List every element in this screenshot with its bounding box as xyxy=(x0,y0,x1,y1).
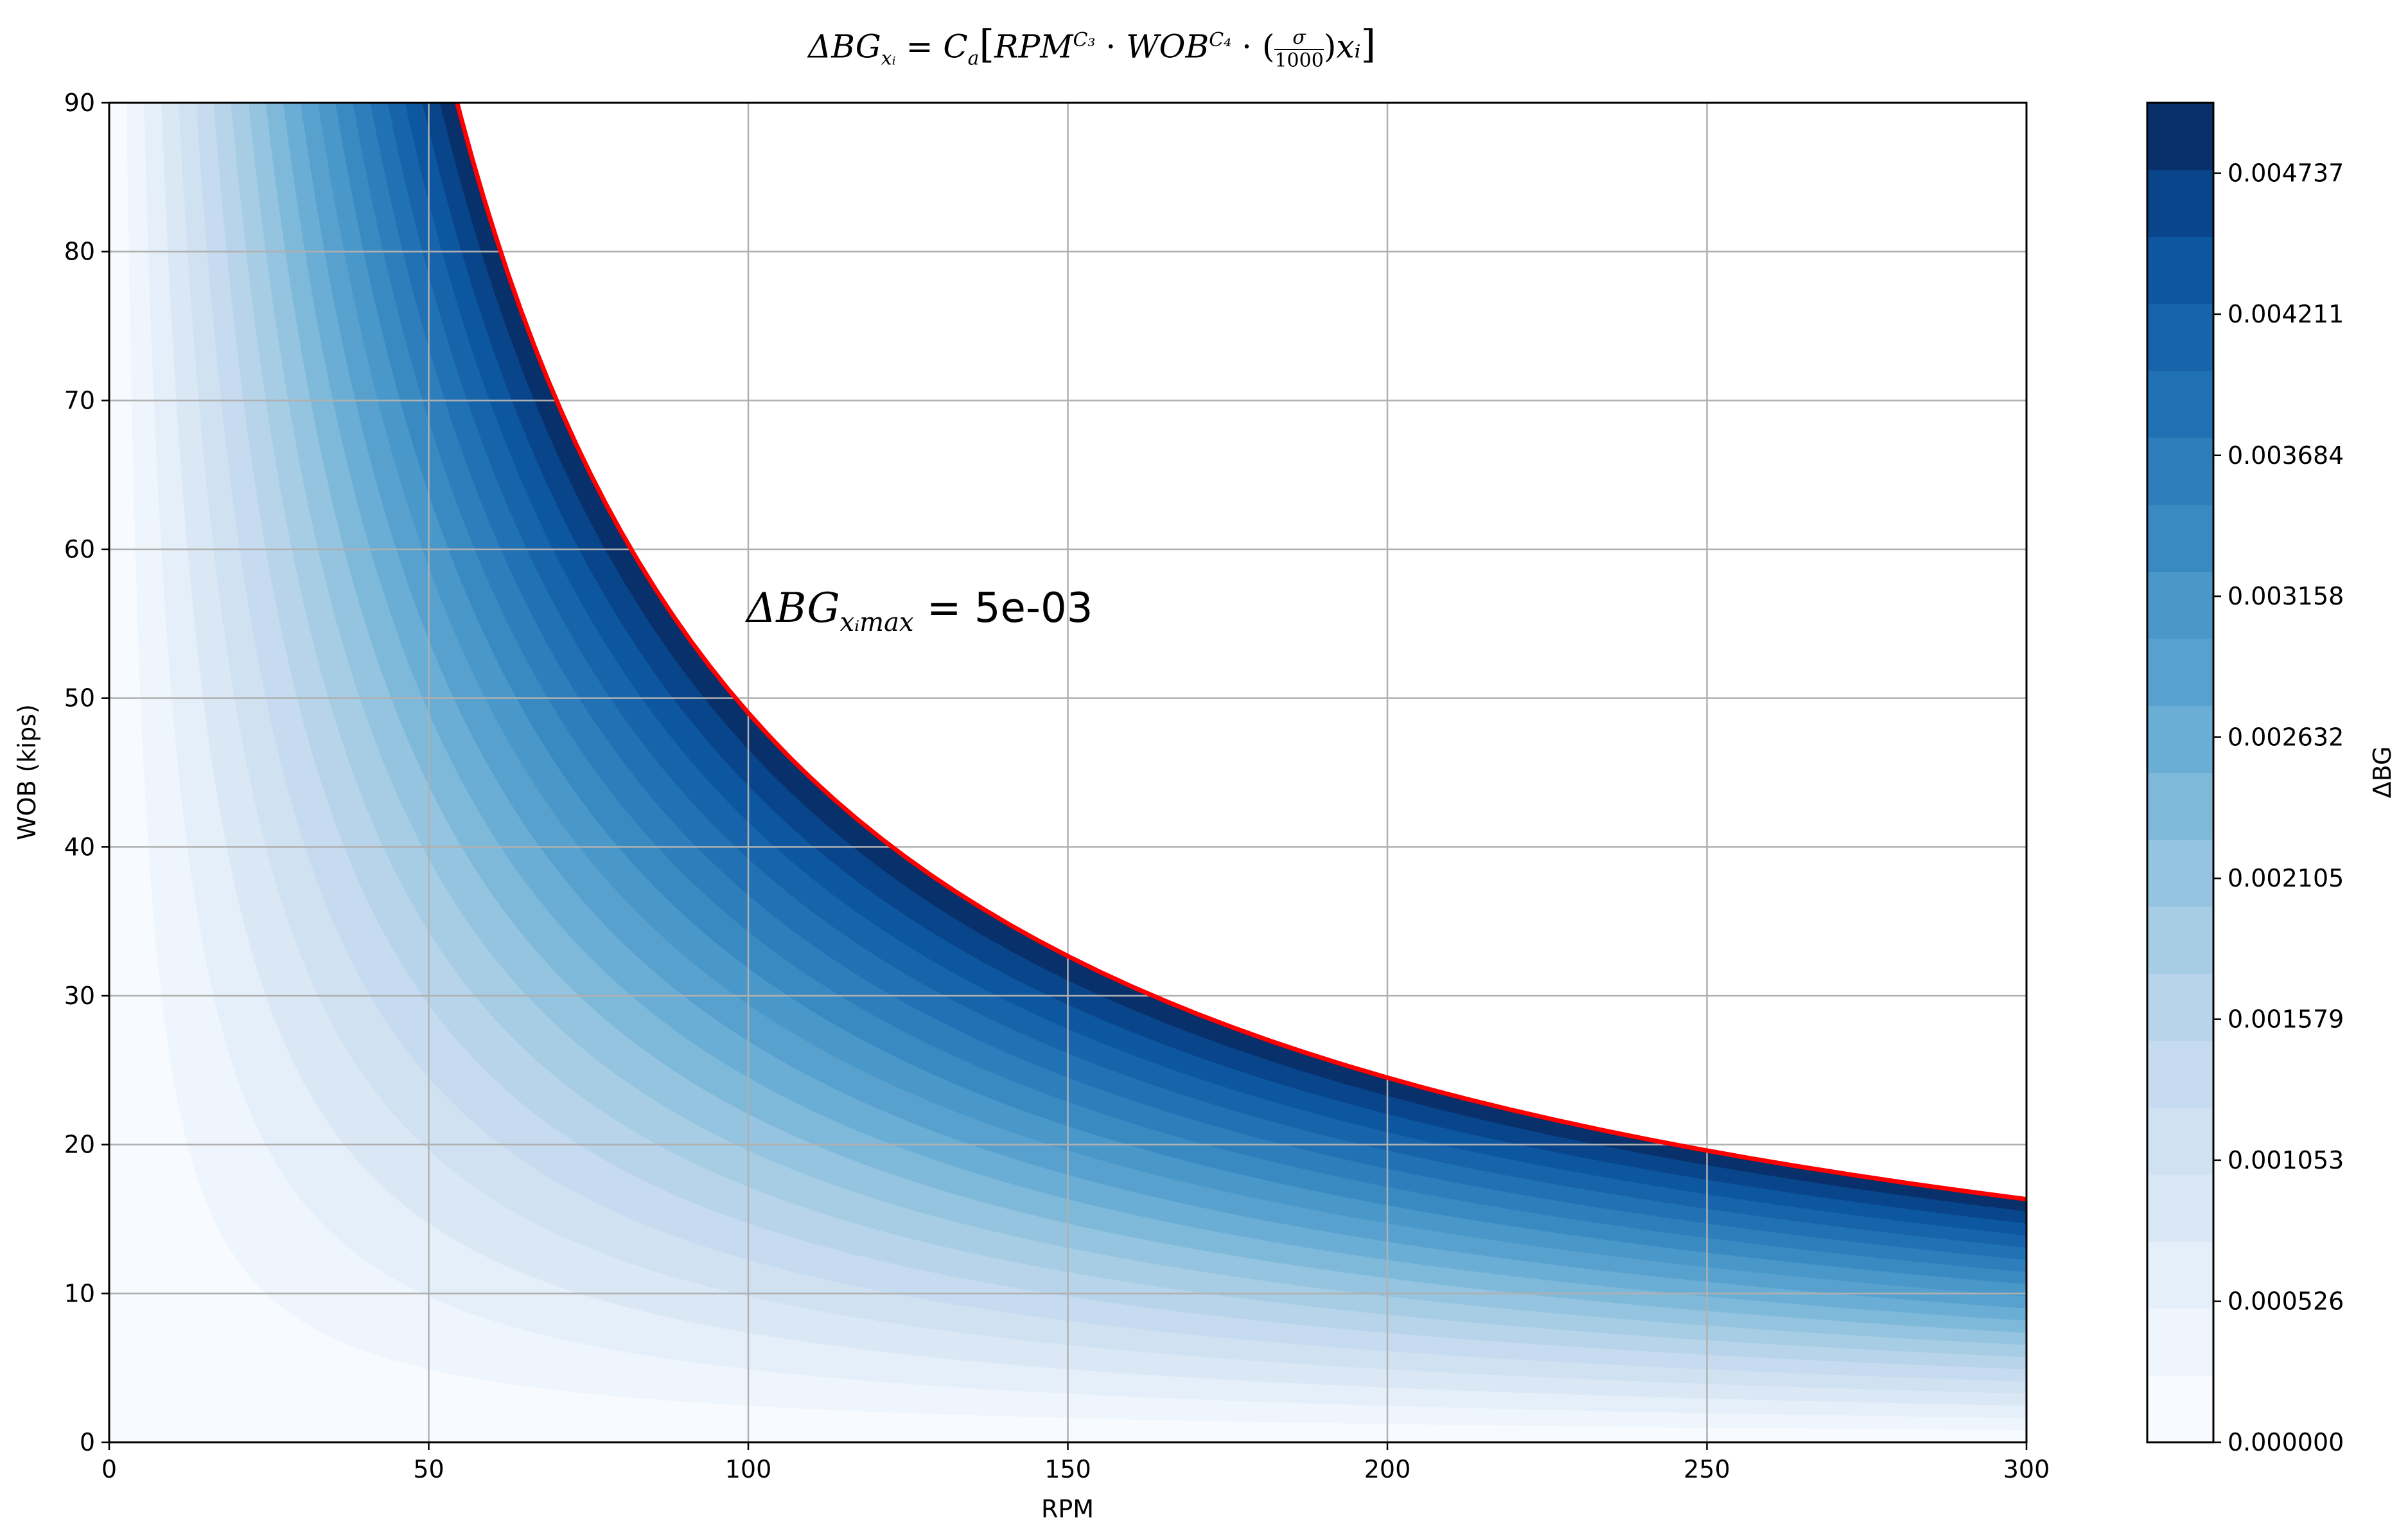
colorbar-tick-label: 0.000000 xyxy=(2228,1428,2344,1456)
max-annotation: ΔBGxᵢmax = 5e-03 xyxy=(744,585,1093,637)
colorbar-tick-label: 0.002632 xyxy=(2228,723,2344,751)
colorbar-band xyxy=(2147,236,2213,305)
colorbar-band xyxy=(2147,772,2213,840)
colorbar-band xyxy=(2147,1107,2213,1175)
colorbar-band xyxy=(2147,1308,2213,1376)
colorbar-tick-label: 0.004737 xyxy=(2228,159,2344,188)
y-tick-label: 60 xyxy=(64,535,95,563)
colorbar-band xyxy=(2147,103,2213,170)
y-tick-label: 30 xyxy=(64,982,95,1010)
colorbar-band xyxy=(2147,438,2213,505)
x-tick-label: 50 xyxy=(413,1455,444,1483)
x-tick-label: 200 xyxy=(1364,1455,1411,1483)
colorbar-tick-label: 0.003158 xyxy=(2228,582,2344,610)
colorbar-band xyxy=(2147,973,2213,1041)
colorbar-label: ΔBG xyxy=(2368,747,2396,799)
colorbar-band xyxy=(2147,1241,2213,1309)
colorbar-tick-label: 0.003684 xyxy=(2228,441,2344,470)
colorbar-band xyxy=(2147,705,2213,773)
colorbar-band xyxy=(2147,571,2213,639)
x-tick-label: 150 xyxy=(1044,1455,1091,1483)
colorbar-tick-label: 0.000526 xyxy=(2228,1287,2344,1316)
y-tick-label: 0 xyxy=(80,1428,95,1456)
colorbar-band xyxy=(2147,1375,2213,1443)
y-tick-label: 80 xyxy=(64,238,95,266)
y-tick-label: 20 xyxy=(64,1131,95,1159)
colorbar-tick-label: 0.001053 xyxy=(2228,1146,2344,1174)
colorbar-tick-label: 0.002105 xyxy=(2228,864,2344,892)
contour-band xyxy=(109,103,2026,1442)
y-tick-label: 70 xyxy=(64,386,95,414)
colorbar-ticks: 0.000000 0.000526 0.001053 0.001579 0.002105… xyxy=(2213,159,2344,1456)
x-tick-label: 100 xyxy=(725,1455,772,1483)
y-axis-label: WOB (kips) xyxy=(13,704,41,840)
contour-band xyxy=(109,103,2026,1442)
colorbar-band xyxy=(2147,303,2213,371)
colorbar-band xyxy=(2147,170,2213,237)
colorbar-band xyxy=(2147,1174,2213,1242)
colorbar-band xyxy=(2147,1040,2213,1108)
colorbar-band xyxy=(2147,839,2213,907)
y-tick-label: 10 xyxy=(64,1279,95,1307)
x-tick-label: 250 xyxy=(1683,1455,1730,1483)
colorbar-tick-label: 0.004211 xyxy=(2228,300,2344,328)
colorbar-band xyxy=(2147,371,2213,438)
max-contour-line xyxy=(455,103,2026,1202)
y-tick-label: 50 xyxy=(64,684,95,712)
colorbar-frame xyxy=(2146,102,2215,1444)
y-tick-label: 90 xyxy=(64,89,95,117)
colorbar-band xyxy=(2147,639,2213,706)
colorbar-band xyxy=(2147,906,2213,974)
colorbar-tick-label: 0.001579 xyxy=(2228,1005,2344,1034)
y-axis: 0 10 20 30 40 50 60 70 80 90 xyxy=(64,89,109,1456)
colorbar-band xyxy=(2147,504,2213,572)
y-tick-label: 40 xyxy=(64,833,95,861)
x-axis: 0 50 100 150 200 250 300 xyxy=(101,1442,2050,1483)
x-tick-label: 0 xyxy=(101,1455,117,1483)
x-axis-label: RPM xyxy=(1041,1495,1094,1523)
svg-text:ΔBGxᵢmax = 5e-03: ΔBGxᵢmax = 5e-03 xyxy=(744,585,1093,637)
colorbar xyxy=(2147,103,2213,1443)
chart-title: ΔBGxᵢ = Ca[RPMC₃ · WOBC₄ · (σ 1000)xᵢ] xyxy=(807,22,1376,72)
x-tick-label: 300 xyxy=(2003,1455,2050,1483)
